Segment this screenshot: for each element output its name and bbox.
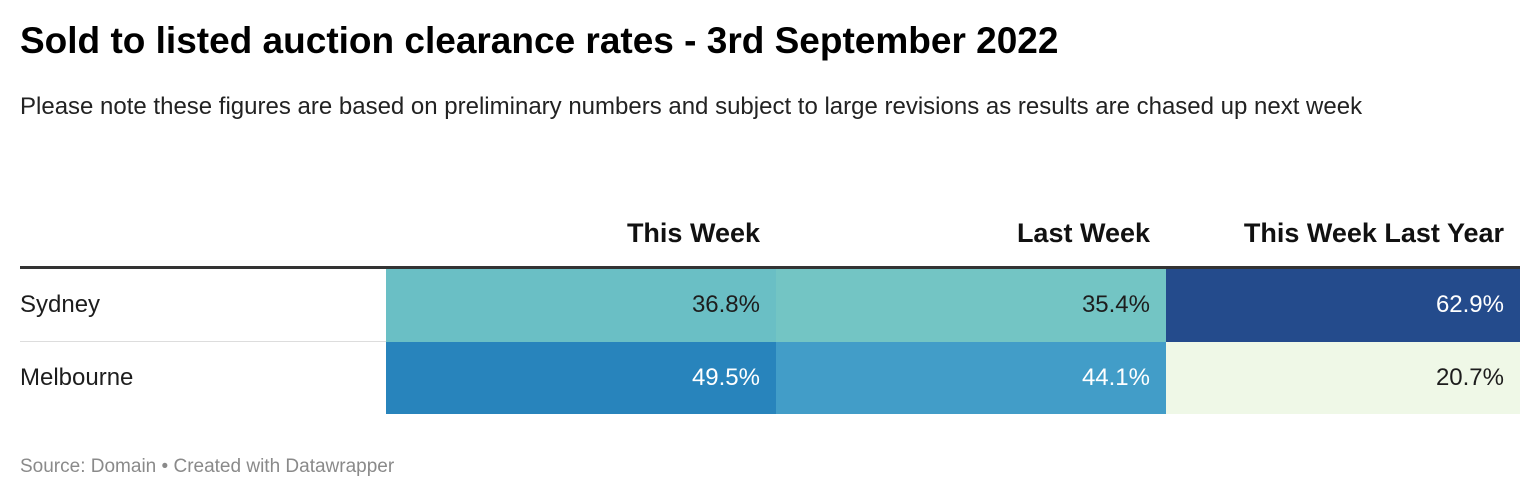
chart-footer: Source: Domain • Created with Datawrappe… [20, 456, 394, 478]
cell-sydney-this-week: 36.8% [386, 267, 776, 342]
cell-melbourne-this-week: 49.5% [386, 341, 776, 414]
column-header-last-week: Last Week [776, 200, 1166, 269]
cell-melbourne-last-week: 44.1% [776, 341, 1166, 414]
column-header-this-week: This Week [386, 200, 776, 269]
cell-sydney-this-week-last-year: 62.9% [1166, 267, 1520, 342]
row-label-sydney: Sydney [20, 267, 386, 342]
source-link[interactable]: Domain [90, 456, 157, 477]
cell-sydney-last-week: 35.4% [776, 267, 1166, 342]
table-row: Melbourne 49.5% 44.1% 20.7% [20, 341, 1520, 414]
column-header-city [20, 200, 386, 269]
table-header-row: This Week Last Week This Week Last Year [20, 200, 1520, 269]
column-header-this-week-last-year: This Week Last Year [1166, 200, 1520, 269]
footer-separator: • [161, 456, 169, 477]
chart-subtitle: Please note these figures are based on p… [20, 93, 1363, 120]
row-label-melbourne: Melbourne [20, 364, 134, 391]
cell-melbourne-this-week-last-year: 20.7% [1166, 341, 1520, 414]
table-row: Sydney 36.8% 35.4% 62.9% [20, 267, 1520, 342]
chart-title: Sold to listed auction clearance rates -… [20, 20, 1059, 61]
source-label: Source: [20, 456, 86, 477]
clearance-table: This Week Last Week This Week Last Year … [20, 200, 1520, 414]
datawrapper-credit-link[interactable]: Created with Datawrapper [173, 456, 395, 477]
